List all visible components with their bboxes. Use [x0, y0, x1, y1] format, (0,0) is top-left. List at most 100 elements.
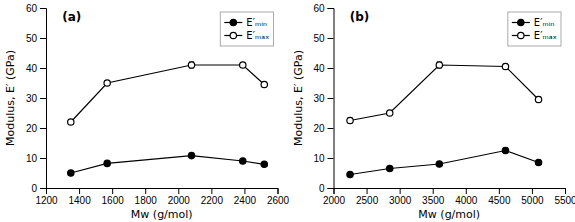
error-bar [503, 64, 508, 69]
tick-label: 5000 [521, 195, 544, 206]
point [261, 161, 267, 167]
legend-label: E′ₘᵢₙ [246, 17, 267, 28]
x-axis: 2000 2500 3000 3500 4000 4500 5000 5500 [323, 188, 575, 206]
tick-mark [40, 188, 46, 189]
x-axis-title: Mw (g/mol) [131, 208, 193, 221]
tick: 5500 [554, 188, 575, 206]
legend-label: E′ₘₐₓ [246, 30, 269, 41]
error-bar [262, 82, 267, 87]
line [71, 156, 264, 173]
point [68, 119, 74, 125]
legend: E′ₘᵢₙ E′ₘₐₓ [508, 12, 561, 46]
tick-label: 2500 [356, 195, 379, 206]
x-axis-title: Mw (g/mol) [418, 208, 480, 221]
tick-label: 1200 [35, 195, 58, 206]
tick-label: 0 [319, 183, 325, 194]
tick-label: 30 [313, 93, 325, 104]
point [240, 158, 246, 164]
tick: 1400 [68, 188, 91, 206]
tick: 2500 [356, 188, 379, 206]
panel: 2000250030003500400045005000550001020304… [292, 3, 575, 221]
tick: 4500 [488, 188, 511, 206]
axis-line [334, 189, 566, 195]
panel-label: (b) [350, 10, 370, 24]
error-bar [189, 62, 194, 68]
tick-mark [565, 188, 566, 194]
tick-label: 3000 [389, 195, 412, 206]
tick-mark [328, 38, 334, 39]
legend-marker [230, 32, 236, 38]
legend-entry: E′ₘₐₓ [512, 30, 557, 41]
tick-mark [328, 8, 334, 9]
tick-mark [328, 98, 334, 99]
legend: E′ₘᵢₙ E′ₘₐₓ [220, 12, 273, 46]
tick-label: 50 [313, 33, 325, 44]
tick-mark [499, 188, 500, 194]
tick-label: 1600 [102, 195, 125, 206]
tick: 1200 [35, 188, 58, 206]
tick: 30 [313, 93, 333, 104]
point [387, 110, 393, 116]
tick: 2400 [234, 188, 257, 206]
point [240, 62, 246, 68]
point [104, 80, 110, 86]
line [71, 65, 264, 122]
point [261, 81, 267, 87]
tick-mark [328, 158, 334, 159]
legend-entry: E′ₘᵢₙ [224, 17, 267, 28]
error-bar [503, 148, 508, 153]
panel: 1200140016001800200022002400260001020304… [4, 3, 290, 221]
tick-label: 2600 [267, 195, 290, 206]
tick-label: 2200 [201, 195, 224, 206]
point [502, 147, 508, 153]
tick-mark [278, 188, 279, 194]
tick: 3000 [389, 188, 412, 206]
tick: 20 [26, 123, 46, 134]
series [347, 62, 542, 124]
plot-area [347, 62, 542, 178]
tick: 2000 [323, 188, 346, 206]
figure: 1200 1400 1600 1800 2000 2200 2400 2600 0 10 20 30 4… [0, 0, 575, 222]
point [347, 171, 353, 177]
tick: 1600 [102, 188, 125, 206]
error-bar [348, 118, 353, 123]
series [68, 152, 268, 176]
tick-label: 4000 [455, 195, 478, 206]
legend-frame [508, 12, 561, 46]
y-axis: 0102030405060 [313, 3, 334, 194]
error-bar [437, 62, 442, 68]
tick: 0 [319, 183, 334, 194]
point [188, 62, 194, 68]
tick-mark [367, 188, 368, 194]
point [188, 152, 194, 158]
x-axis: 12001400160018002000220024002600 [35, 188, 289, 206]
plot-area [68, 62, 268, 176]
tick-label: 3500 [422, 195, 445, 206]
tick: 2600 [267, 188, 290, 206]
tick-label: 40 [26, 63, 38, 74]
tick: 50 [26, 33, 46, 44]
tick-label: 1800 [135, 195, 158, 206]
legend-entry: E′ₘᵢₙ [512, 17, 555, 28]
tick-mark [145, 188, 146, 194]
legend-label: E′ₘᵢₙ [534, 17, 555, 28]
point [502, 63, 508, 69]
tick: 3500 [422, 188, 445, 206]
series [347, 147, 542, 177]
axis-line [40, 9, 47, 189]
legend-entry: E′ₘₐₓ [224, 30, 269, 41]
y-axis-title: Modulus, E′ (GPa) [292, 50, 305, 146]
point [68, 170, 74, 176]
tick-label: 50 [26, 33, 38, 44]
tick: 5000 [521, 188, 544, 206]
tick: 10 [313, 153, 333, 164]
tick-label: 2000 [323, 195, 346, 206]
axis-line [328, 9, 335, 189]
y-axis: 0102030405060 [26, 3, 47, 194]
tick: 0 [31, 183, 46, 194]
tick: 40 [313, 63, 333, 74]
point [104, 160, 110, 166]
tick-mark [79, 188, 80, 194]
line [350, 65, 539, 121]
error-bar [536, 97, 541, 102]
